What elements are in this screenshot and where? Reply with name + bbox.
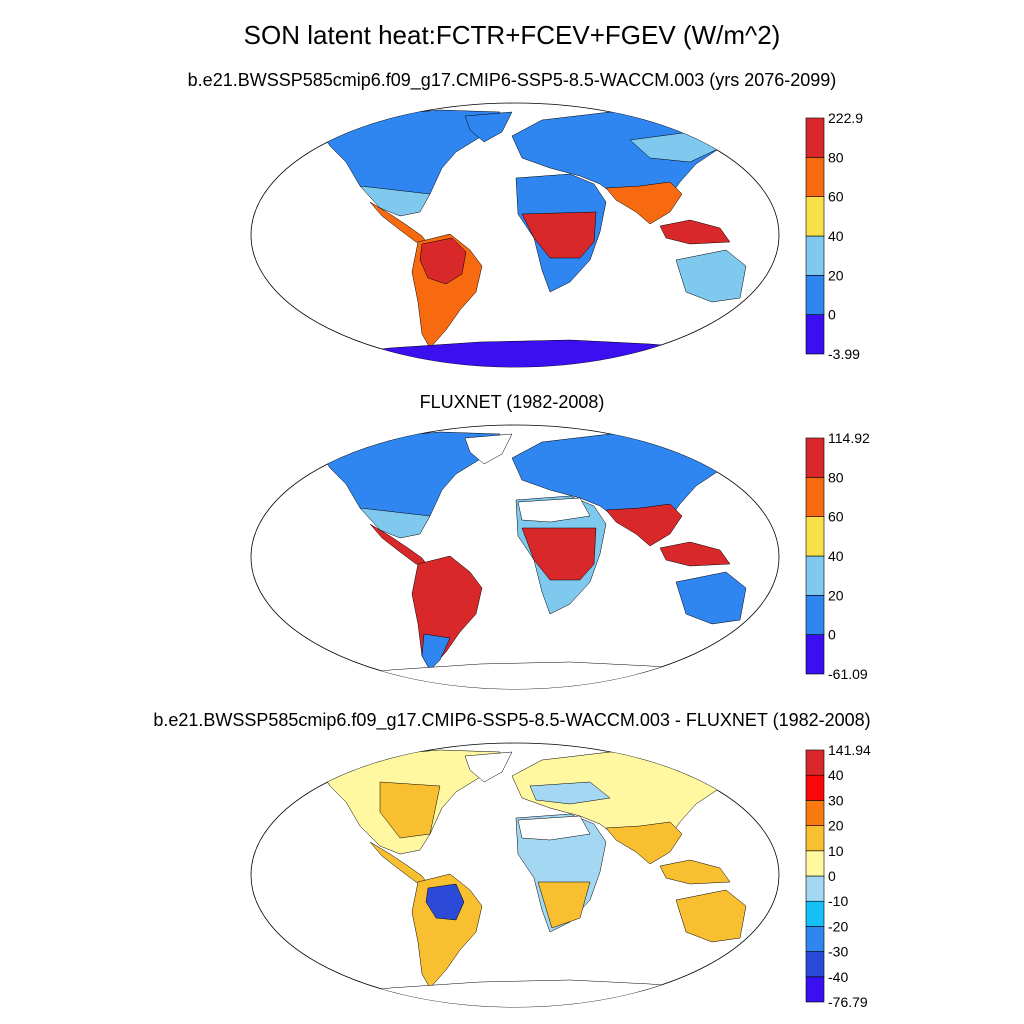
colorbar-label: 0 [828, 868, 836, 884]
colorbar-label: -40 [828, 969, 848, 985]
sahara [517, 815, 591, 841]
colorbar-label: 114.92 [828, 430, 870, 446]
map-obs [250, 424, 780, 690]
central-africa [521, 527, 597, 581]
colorbar-label: 60 [828, 509, 844, 525]
colorbar-swatch [805, 157, 825, 197]
colorbar-label: 80 [828, 469, 844, 485]
figure-title: SON latent heat:FCTR+FCEV+FGEV (W/m^2) [243, 20, 781, 50]
colorbar-swatch [805, 555, 825, 596]
colorbar-label: -20 [828, 918, 848, 934]
australia [675, 249, 747, 303]
greenland [464, 751, 513, 783]
colorbar-swatch [805, 314, 825, 355]
colorbar-swatch [805, 235, 825, 276]
colorbar-swatch [805, 850, 825, 877]
colorbar-swatch [805, 634, 825, 675]
colorbar-label: 141.94 [828, 742, 871, 758]
australia [675, 571, 747, 625]
amazon-deficit [425, 883, 465, 921]
north-america-south [359, 507, 431, 539]
north-america-south [359, 185, 431, 217]
colorbar-label: 40 [828, 767, 844, 783]
map-diff [250, 742, 780, 1008]
panel-title-obs: FLUXNET (1982-2008) [419, 392, 605, 412]
indonesia [659, 859, 731, 885]
colorbar-swatch [805, 774, 825, 801]
colorbar-swatch [805, 900, 825, 927]
indonesia [659, 541, 731, 567]
colorbar-swatch [805, 275, 825, 315]
colorbar-swatch [805, 926, 825, 952]
sahara [517, 497, 591, 523]
panel-title-model: b.e21.BWSSP585cmip6.f09_g17.CMIP6-SSP5-8… [187, 70, 837, 90]
south-asia [605, 181, 683, 225]
central-asia [529, 781, 611, 805]
colorbar-swatch [805, 875, 825, 902]
colorbar-label: 30 [828, 792, 844, 808]
colorbar-swatch [805, 117, 825, 158]
colorbar-model: -3.99 0 20 40 60 80 222.9 [805, 110, 863, 362]
colorbar-swatch [805, 825, 825, 852]
colorbar-label: 20 [828, 587, 844, 603]
central-africa [521, 211, 597, 259]
australia [675, 889, 747, 943]
colorbar-swatch [805, 976, 825, 1003]
colorbar-label: 20 [828, 267, 844, 283]
colorbar-label: 222.9 [828, 110, 863, 126]
colorbar-label: 80 [828, 149, 844, 165]
colorbar-label: 0 [828, 307, 836, 323]
patagonia [421, 633, 451, 671]
colorbar-swatch [805, 800, 825, 826]
colorbar-label: -61.09 [828, 666, 868, 682]
map-model [250, 102, 780, 368]
colorbar-label: -10 [828, 893, 848, 909]
colorbar-swatch [805, 951, 825, 978]
colorbar-swatch [805, 196, 825, 237]
colorbar-swatch [805, 595, 825, 635]
colorbar-label: 20 [828, 818, 844, 834]
colorbar-obs: -61.09 0 20 40 60 80 114.92 [805, 430, 870, 682]
colorbar-swatch [805, 749, 825, 776]
colorbar-label: 10 [828, 843, 844, 859]
indonesia [659, 219, 731, 245]
colorbar-swatch [805, 477, 825, 517]
south-asia [605, 821, 683, 865]
colorbar-swatch [805, 437, 825, 478]
colorbar-label: 60 [828, 189, 844, 205]
colorbar-label: 0 [828, 627, 836, 643]
colorbar-diff: -76.79 -40 -30 -20 -10 0 10 20 30 40 141.94 [805, 742, 871, 1010]
colorbar-label: 40 [828, 228, 844, 244]
south-asia [605, 503, 683, 547]
colorbar-label: 40 [828, 548, 844, 564]
north-america-east [379, 781, 441, 839]
colorbar-label: -3.99 [828, 346, 860, 362]
southern-africa [537, 881, 591, 929]
greenland [464, 111, 513, 143]
amazon [419, 237, 467, 285]
greenland [464, 433, 513, 465]
panel-title-diff: b.e21.BWSSP585cmip6.f09_g17.CMIP6-SSP5-8… [153, 710, 871, 730]
colorbar-label: -76.79 [828, 994, 868, 1010]
colorbar-label: -30 [828, 944, 848, 960]
colorbar-swatch [805, 516, 825, 557]
